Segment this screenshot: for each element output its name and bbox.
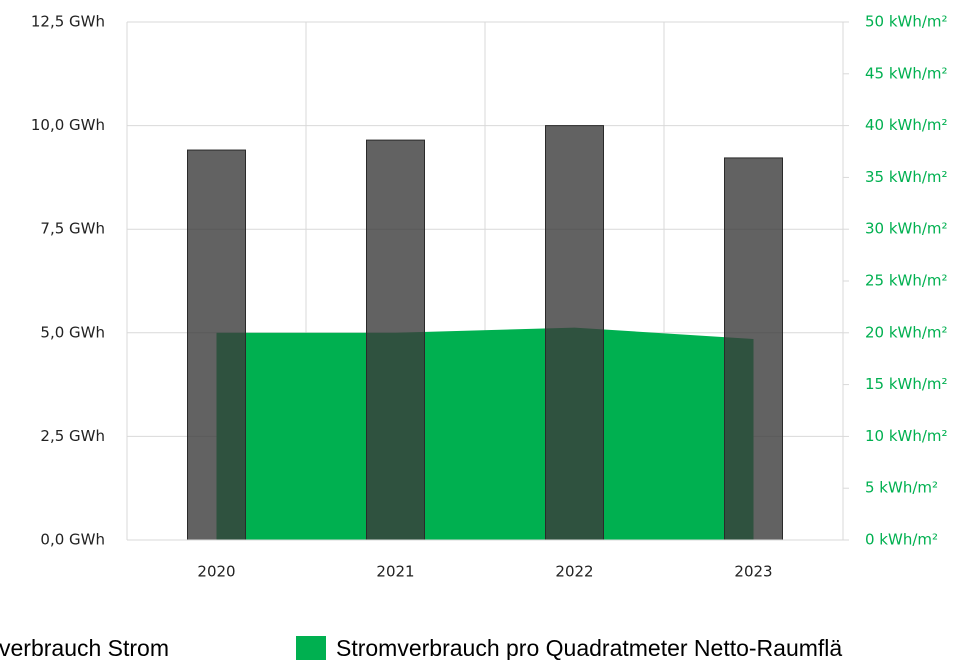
x-tick-label: 2020 [197,563,235,581]
y2-tick-label: 20 kWh/m² [865,323,948,341]
y-tick-label: 2,5 GWh [40,427,105,445]
y2-tick-label: 5 kWh/m² [865,479,938,497]
legend-label: verbrauch Strom [0,635,169,660]
y2-tick-label: 35 kWh/m² [865,168,948,186]
y2-tick-label: 45 kWh/m² [865,64,948,82]
y2-tick-label: 15 kWh/m² [865,375,948,393]
bar [724,157,783,541]
y-tick-label: 0,0 GWh [40,531,105,549]
y2-tick-label: 25 kWh/m² [865,272,948,290]
y2-tick-label: 40 kWh/m² [865,116,948,134]
y-tick-label: 10,0 GWh [31,116,105,134]
y-tick-label: 7,5 GWh [40,220,105,238]
y2-tick-label: 50 kWh/m² [865,13,948,31]
legend-swatch [296,636,326,660]
y-tick-label: 12,5 GWh [31,13,105,31]
bar [187,149,246,541]
y2-tick-label: 10 kWh/m² [865,427,948,445]
y2-tick-label: 0 kWh/m² [865,531,938,549]
area [216,327,754,540]
y2-tick-label: 30 kWh/m² [865,220,948,238]
bar [545,125,604,541]
x-tick-label: 2021 [376,563,414,581]
legend-label: Stromverbrauch pro Quadratmeter Netto-Ra… [336,635,842,660]
bar [366,139,425,541]
y-tick-label: 5,0 GWh [40,323,105,341]
x-tick-label: 2022 [555,563,593,581]
x-tick-label: 2023 [734,563,772,581]
